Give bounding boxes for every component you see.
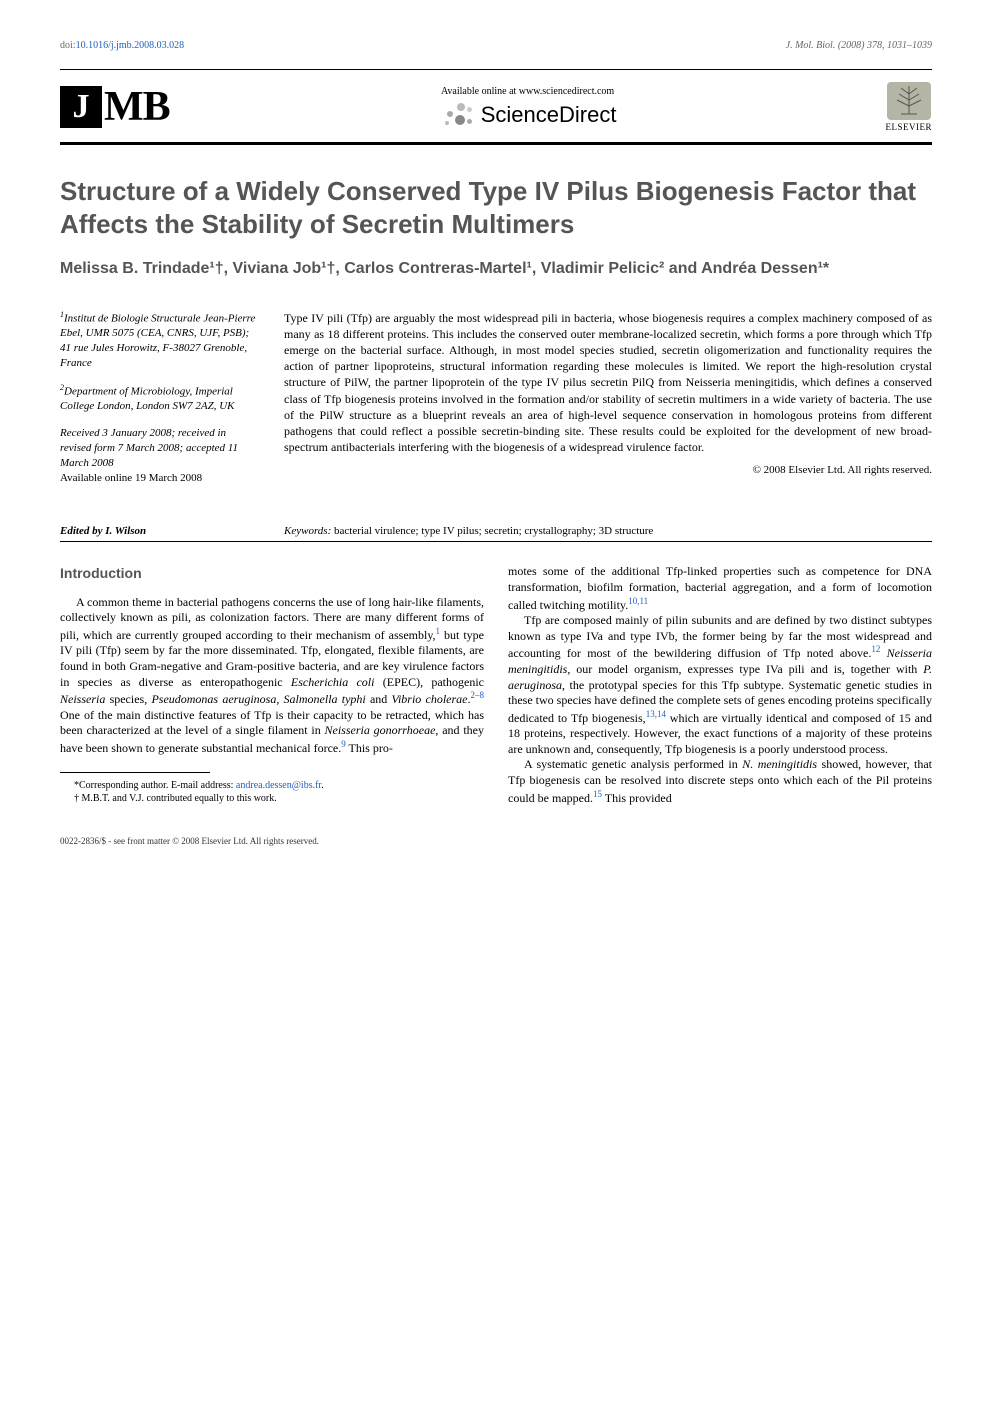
meta-column: 1Institut de Biologie Structurale Jean-P…: [60, 310, 260, 498]
bottom-copyright-line: 0022-2836/$ - see front matter © 2008 El…: [60, 836, 932, 846]
corresponding-email-link[interactable]: andrea.dessen@ibs.fr: [236, 780, 321, 791]
jmb-logo-square: J: [60, 86, 102, 128]
footnote-equal-contribution: † M.B.T. and V.J. contributed equally to…: [60, 792, 484, 805]
keywords-cell: Keywords: bacterial virulence; type IV p…: [284, 525, 932, 537]
abstract-column: Type IV pili (Tfp) are arguably the most…: [284, 310, 932, 498]
jmb-logo: J MB: [60, 83, 170, 131]
top-header-line: doi:10.1016/j.jmb.2008.03.028 J. Mol. Bi…: [60, 40, 932, 51]
affiliation-2: 2Department of Microbiology, Imperial Co…: [60, 383, 260, 414]
sciencedirect-text: ScienceDirect: [481, 102, 617, 128]
meta-abstract-row: 1Institut de Biologie Structurale Jean-P…: [60, 310, 932, 498]
intro-paragraph-1-continued: motes some of the additional Tfp-linked …: [508, 564, 932, 613]
available-online-text: Available online at www.sciencedirect.co…: [190, 86, 866, 97]
doi-link[interactable]: 10.1016/j.jmb.2008.03.028: [76, 40, 185, 51]
affiliation-1: 1Institut de Biologie Structurale Jean-P…: [60, 310, 260, 371]
keywords-row: Edited by I. Wilson Keywords: bacterial …: [60, 515, 932, 537]
top-divider: [60, 69, 932, 70]
citation: J. Mol. Biol. (2008) 378, 1031–1039: [786, 40, 932, 51]
footnote-corresponding: *Corresponding author. E-mail address: a…: [60, 779, 484, 792]
body-column-right: motes some of the additional Tfp-linked …: [508, 564, 932, 806]
doi: doi:10.1016/j.jmb.2008.03.028: [60, 40, 184, 51]
header-thick-divider: [60, 142, 932, 145]
elsevier-logo: ELSEVIER: [886, 82, 933, 132]
sciencedirect-row: ScienceDirect: [190, 101, 866, 129]
elsevier-text: ELSEVIER: [886, 122, 933, 132]
sciencedirect-dots-icon: [439, 101, 473, 129]
authors-line: Melissa B. Trindade¹†, Viviana Job¹†, Ca…: [60, 258, 932, 280]
introduction-heading: Introduction: [60, 564, 484, 582]
footnote-divider: [60, 772, 210, 773]
jmb-logo-text: MB: [104, 83, 170, 131]
article-dates: Received 3 January 2008; received in rev…: [60, 426, 260, 485]
ref-link-2-8[interactable]: 2–8: [471, 690, 485, 700]
editor-cell: Edited by I. Wilson: [60, 515, 260, 537]
intro-paragraph-3: A systematic genetic analysis performed …: [508, 757, 932, 806]
elsevier-tree-icon: [887, 82, 931, 120]
keywords-text: bacterial virulence; type IV pilus; secr…: [334, 525, 653, 537]
keywords-label: Keywords:: [284, 525, 331, 537]
intro-paragraph-1: A common theme in bacterial pathogens co…: [60, 595, 484, 757]
body-two-columns: Introduction A common theme in bacterial…: [60, 564, 932, 806]
editor-line: Edited by I. Wilson: [60, 525, 146, 537]
journal-header-band: J MB Available online at www.sciencedire…: [60, 82, 932, 132]
ref-link-15[interactable]: 15: [593, 789, 602, 799]
abstract-divider: [60, 541, 932, 542]
intro-paragraph-2: Tfp are composed mainly of pilin subunit…: [508, 613, 932, 757]
article-title: Structure of a Widely Conserved Type IV …: [60, 175, 932, 240]
ref-link-13-14[interactable]: 13,14: [646, 709, 666, 719]
ref-link-10-11[interactable]: 10,11: [628, 596, 648, 606]
sciencedirect-block: Available online at www.sciencedirect.co…: [190, 86, 866, 129]
body-column-left: Introduction A common theme in bacterial…: [60, 564, 484, 806]
abstract-text: Type IV pili (Tfp) are arguably the most…: [284, 310, 932, 456]
copyright-line: © 2008 Elsevier Ltd. All rights reserved…: [284, 463, 932, 478]
